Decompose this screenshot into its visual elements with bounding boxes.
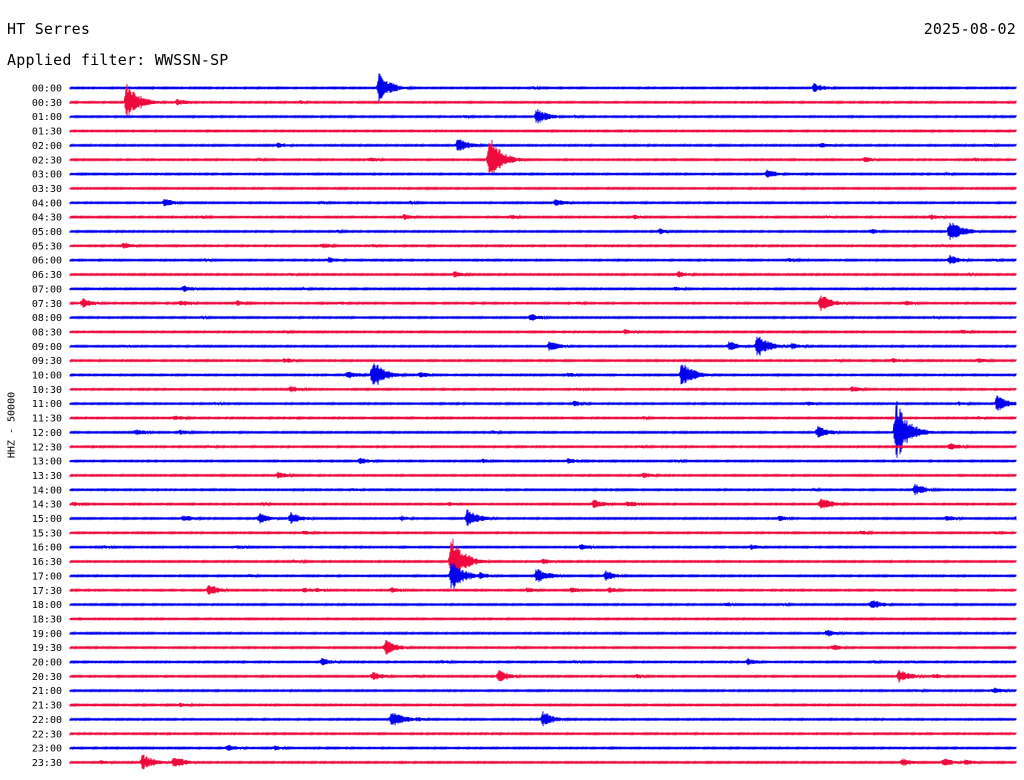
time-label: 08:30	[32, 327, 62, 338]
time-label: 11:00	[32, 399, 62, 410]
time-label: 18:30	[32, 614, 62, 625]
time-label: 05:30	[32, 241, 62, 252]
time-label: 20:00	[32, 658, 62, 669]
time-label: 17:30	[32, 586, 62, 597]
time-label: 14:00	[32, 485, 62, 496]
time-label: 07:30	[32, 299, 62, 310]
time-label: 15:30	[32, 528, 62, 539]
trace-row	[69, 401, 1017, 458]
time-label: 06:00	[32, 256, 62, 267]
time-label: 22:00	[32, 715, 62, 726]
time-label: 21:00	[32, 686, 62, 697]
time-label: 14:30	[32, 500, 62, 511]
time-label: 03:30	[32, 184, 62, 195]
time-label: 16:30	[32, 557, 62, 568]
time-label: 08:00	[32, 313, 62, 324]
time-label: 04:30	[32, 213, 62, 224]
time-label-group: 00:00 00:30 01:00 01:30 02:00 02:30 03:00 03:30…	[32, 84, 62, 769]
time-label: 10:00	[32, 371, 62, 382]
time-label: 06:30	[32, 270, 62, 281]
time-label: 02:30	[32, 155, 62, 166]
time-label: 09:00	[32, 342, 62, 353]
time-label: 00:00	[32, 84, 62, 95]
time-label: 10:30	[32, 385, 62, 396]
trace-group	[69, 73, 1017, 770]
time-label: 21:30	[32, 701, 62, 712]
time-label: 23:00	[32, 744, 62, 755]
station-name: HT Serres	[7, 20, 91, 38]
time-label: 01:30	[32, 127, 62, 138]
time-label: 13:00	[32, 457, 62, 468]
time-label: 03:00	[32, 170, 62, 181]
time-label: 07:00	[32, 284, 62, 295]
trace-row	[69, 363, 1017, 385]
time-label: 12:30	[32, 442, 62, 453]
time-label: 16:00	[32, 543, 62, 554]
time-label: 00:30	[32, 98, 62, 109]
filter-label: Applied filter: WWSSN-SP	[7, 51, 229, 69]
time-label: 20:30	[32, 672, 62, 683]
time-label: 19:00	[32, 629, 62, 640]
time-label: 09:30	[32, 356, 62, 367]
time-label: 04:00	[32, 198, 62, 209]
time-label: 01:00	[32, 112, 62, 123]
time-label: 11:30	[32, 414, 62, 425]
time-label: 02:00	[32, 141, 62, 152]
time-label: 15:00	[32, 514, 62, 525]
time-label: 05:00	[32, 227, 62, 238]
time-label: 12:00	[32, 428, 62, 439]
time-label: 19:30	[32, 643, 62, 654]
time-label: 18:00	[32, 600, 62, 611]
time-label: 17:00	[32, 571, 62, 582]
trace-row	[69, 509, 1017, 526]
time-label: 22:30	[32, 729, 62, 740]
time-label: 23:30	[32, 758, 62, 769]
record-date: 2025-08-02	[923, 20, 1016, 38]
time-label: 13:30	[32, 471, 62, 482]
